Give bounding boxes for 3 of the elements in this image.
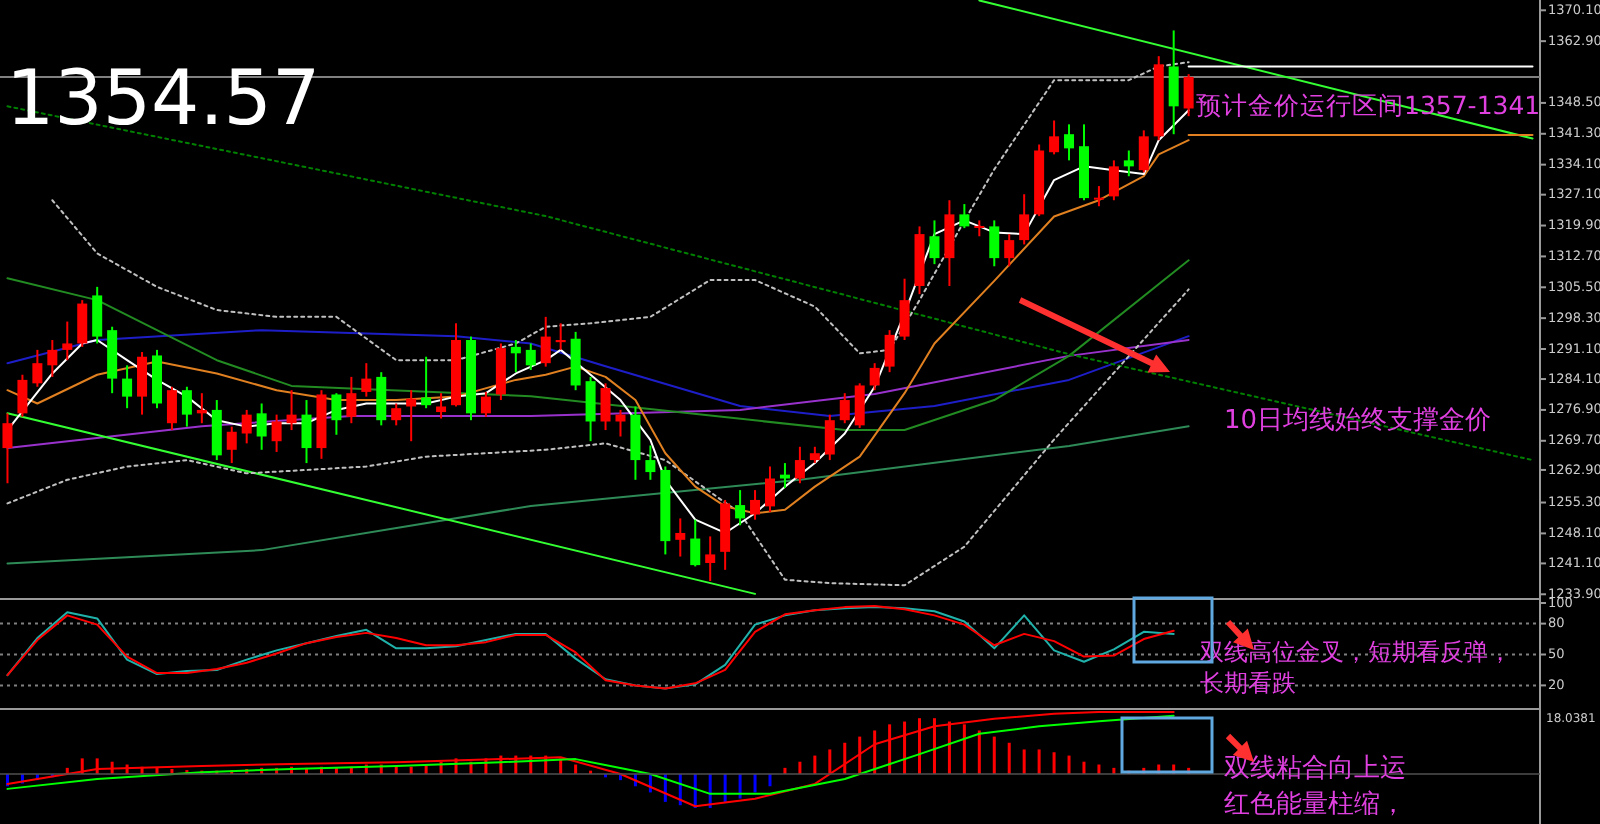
text: 1354.57 (6, 54, 321, 142)
annotation: 10日均线始终支撑金价 (1224, 406, 1492, 436)
annotation: 红色能量柱缩， (1224, 790, 1406, 820)
